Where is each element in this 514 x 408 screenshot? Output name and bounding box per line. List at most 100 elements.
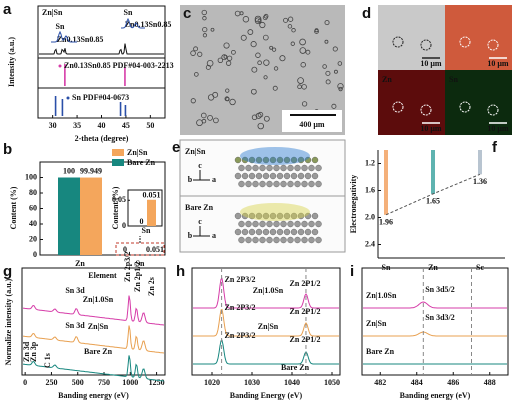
atom (252, 236, 259, 244)
pore (273, 66, 279, 71)
atom (301, 164, 308, 172)
atom (304, 172, 312, 180)
atom (276, 172, 284, 180)
panel-letter: i (350, 263, 354, 280)
atom (241, 156, 249, 164)
legend-swatch (112, 159, 124, 166)
xrd-pattern (39, 43, 164, 55)
legend-swatch (112, 149, 124, 156)
y-tick-label: 80 (29, 188, 37, 197)
pore (226, 55, 233, 61)
series-label: Zn|Sn (88, 322, 109, 331)
pore (202, 16, 207, 21)
atom (273, 164, 280, 172)
y-tick-label: 40 (29, 219, 37, 228)
pore (205, 64, 211, 70)
peak-label: Sn 3d3/2 (425, 313, 455, 322)
sample-label: Bare Zn (185, 203, 214, 212)
atom (283, 228, 291, 236)
pore (213, 117, 219, 124)
x-axis-label: Element (88, 271, 117, 280)
pore (225, 60, 232, 66)
legend-label: Bare Zn (127, 158, 156, 167)
pore (223, 54, 228, 59)
atom (273, 180, 280, 188)
marker (420, 104, 432, 116)
value-label: 1.96 (379, 218, 393, 227)
pore (291, 28, 296, 33)
inset-y-label: Content (%) (111, 186, 120, 229)
atom (308, 180, 315, 188)
atom (280, 164, 287, 172)
panel-letter: d (362, 5, 371, 22)
peak-label: Zn 2p3/2 (123, 252, 132, 282)
spectrum (22, 295, 165, 326)
atom (234, 212, 242, 220)
atom (252, 180, 259, 188)
pore (229, 98, 236, 106)
pore (201, 118, 207, 124)
peak-label: Zn0.13Sn0.85 (57, 35, 104, 44)
pore (297, 84, 302, 90)
atom (241, 228, 249, 236)
atom (262, 212, 270, 220)
y-tick-label: 20 (29, 234, 37, 243)
pore (255, 112, 262, 119)
atom (234, 172, 242, 180)
bar (431, 150, 435, 194)
y-axis-label: Intensity (a.u.) (7, 37, 16, 87)
axis-label: b (188, 231, 193, 240)
pore (325, 70, 331, 76)
map-sem (378, 5, 445, 70)
marker (392, 36, 404, 48)
charge-density (240, 203, 310, 221)
bar (58, 177, 80, 255)
atom (238, 236, 245, 244)
atom (248, 156, 256, 164)
peak-label: Sn 3d (65, 321, 85, 330)
peak-label: Zn 2P1/2 (290, 307, 321, 316)
x-tick-label: 35 (73, 121, 81, 130)
pore (338, 86, 343, 92)
value-label: 1.65 (426, 197, 440, 206)
axis-label: c (198, 161, 202, 170)
axis-label: a (212, 231, 216, 240)
atom (255, 228, 263, 236)
pore (331, 103, 337, 109)
axis-label: c (198, 217, 202, 226)
atom (280, 236, 287, 244)
series-label: Zn|Sn (366, 319, 387, 328)
spectrum (22, 325, 165, 354)
atom (245, 236, 252, 244)
inset-tick-label: 0 (122, 221, 126, 230)
inset-value-label: 0.051 (143, 191, 161, 200)
x-axis-label: Banding energy (eV) (58, 391, 129, 400)
marker (487, 104, 499, 116)
pore (247, 29, 254, 35)
atom (315, 220, 322, 228)
atom (294, 164, 301, 172)
series-label: Zn|1.0Sn (366, 291, 397, 300)
pore (324, 20, 330, 26)
marker (420, 39, 432, 51)
x-tick-label: 1000 (122, 378, 138, 387)
pore (300, 62, 306, 68)
spectrum (193, 339, 339, 365)
marker (459, 101, 471, 113)
pore (263, 59, 270, 66)
marker (487, 39, 499, 51)
marker (459, 36, 471, 48)
atom (304, 156, 312, 164)
peak-label: Zn 2P3/2 (225, 275, 256, 284)
atom (297, 172, 305, 180)
atom (259, 180, 266, 188)
pore (337, 83, 344, 90)
peak-label: Sn (56, 22, 65, 31)
atom (294, 236, 301, 244)
pore (283, 17, 289, 23)
pore (207, 114, 213, 121)
value-label: 100 (63, 166, 75, 175)
pore (254, 15, 262, 23)
axis-label: b (188, 175, 193, 184)
pore (287, 24, 293, 29)
